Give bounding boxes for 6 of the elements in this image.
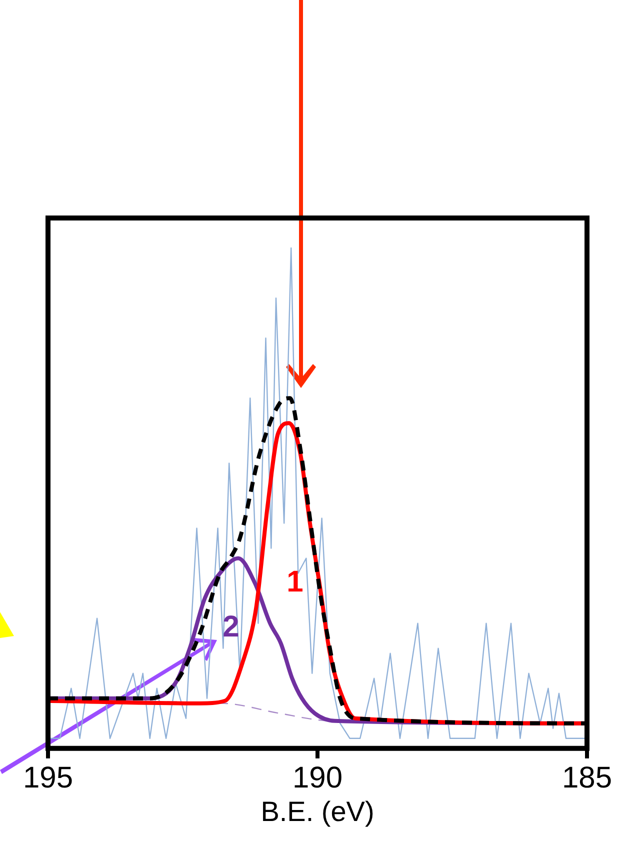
x-tick-label: 185 (562, 762, 612, 795)
annotation: 2 (222, 610, 240, 644)
x-axis-title: B.E. (eV) (260, 796, 374, 827)
annotation: 1 (286, 565, 304, 598)
x-tick-label: 195 (22, 762, 74, 795)
x-tick-label: 190 (292, 762, 343, 795)
